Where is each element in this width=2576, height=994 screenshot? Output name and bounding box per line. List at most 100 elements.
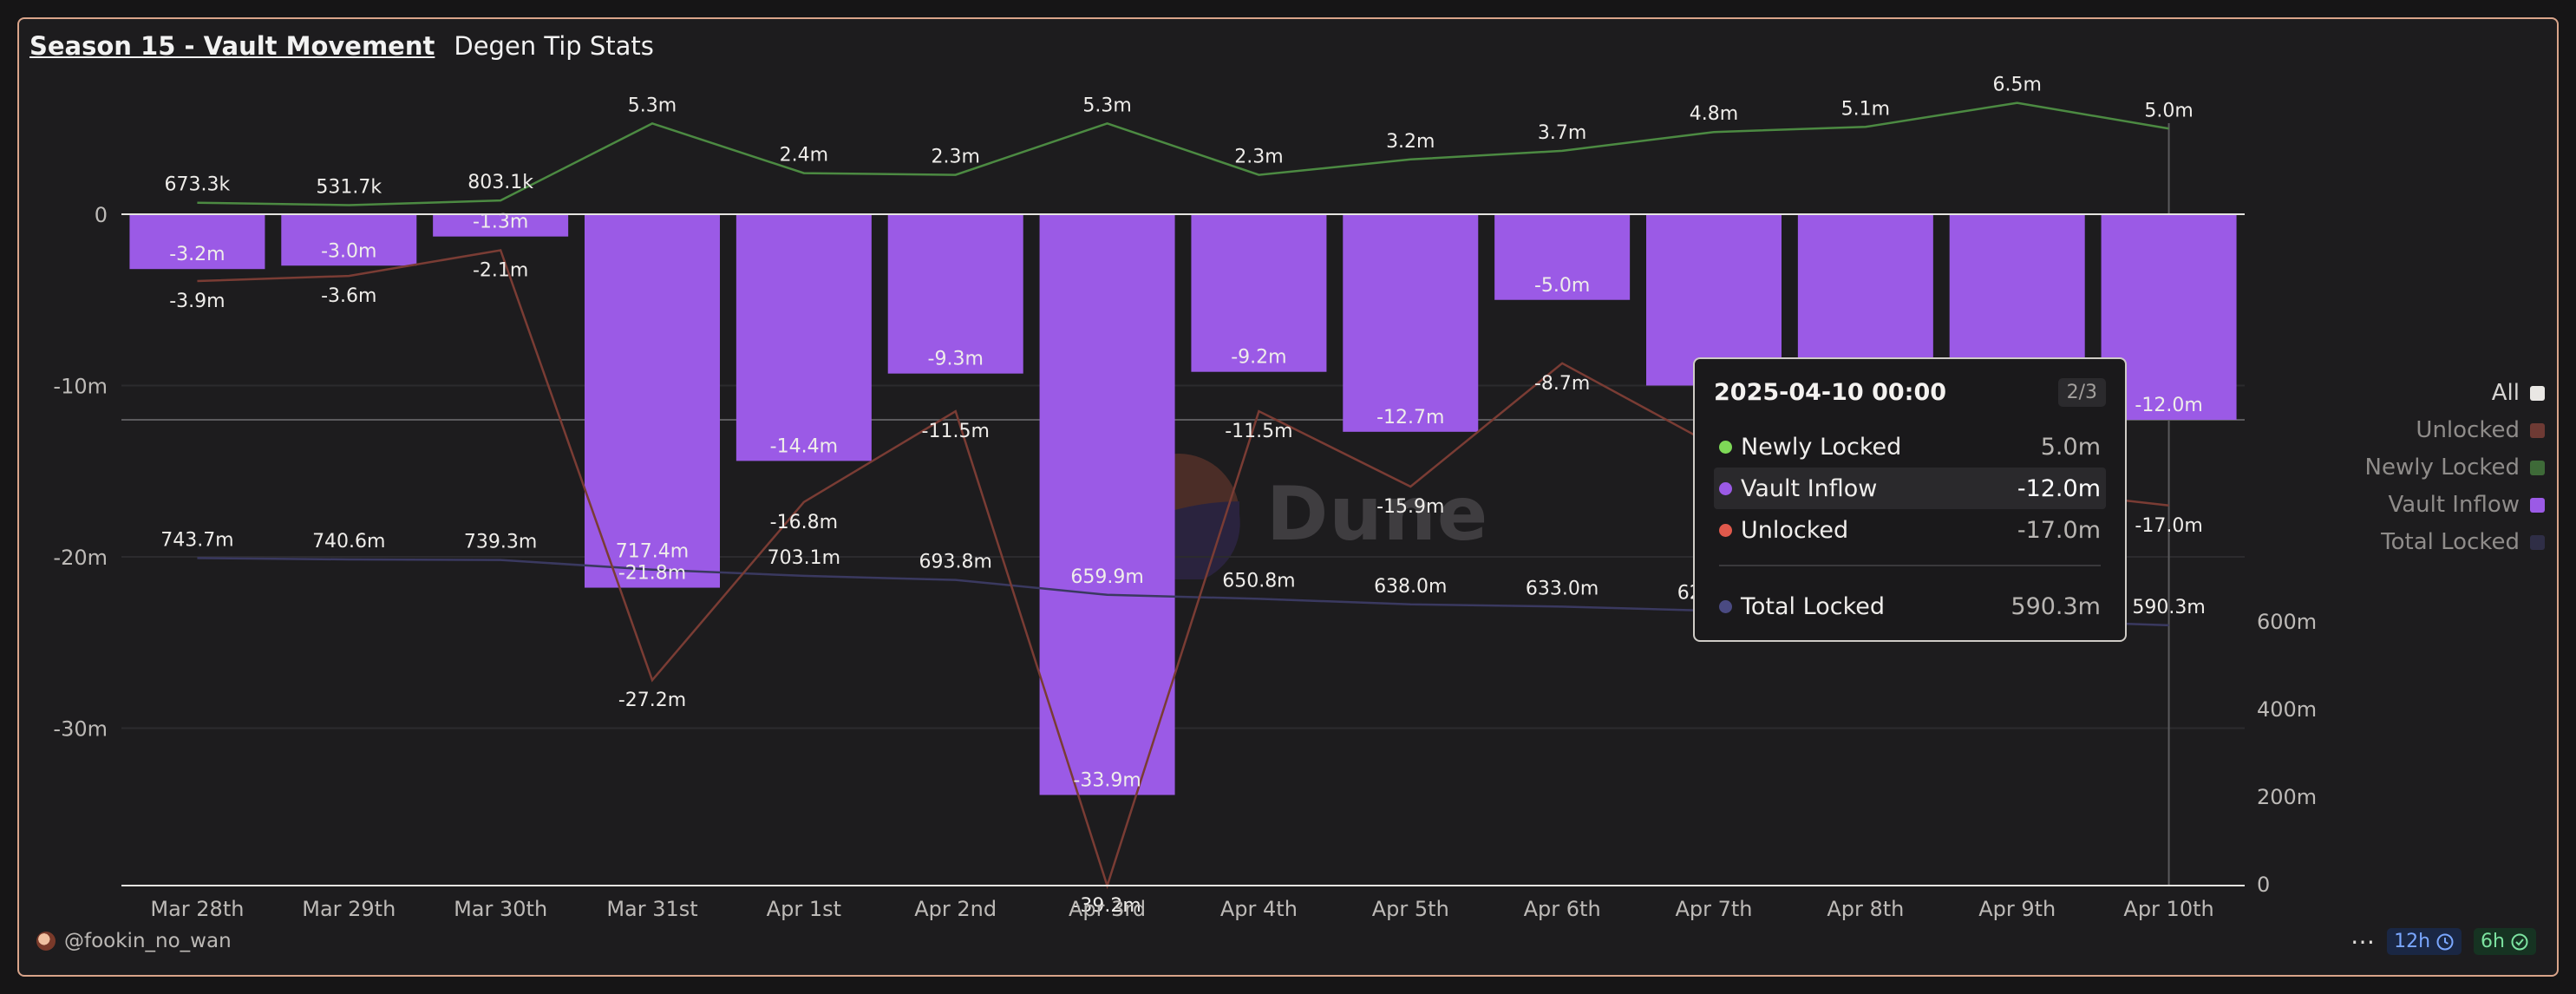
- bar-data-label: -3.2m: [169, 244, 225, 265]
- unlocked-data-label: -8.7m: [1534, 373, 1590, 395]
- newly-locked-data-label: 5.3m: [628, 95, 677, 116]
- last-run-label: 6h: [2481, 931, 2505, 952]
- chart-panel: [17, 17, 2559, 977]
- newly-locked-data-label: 531.7k: [316, 176, 382, 198]
- left-axis-tick-label: -30m: [53, 717, 108, 742]
- bar-data-label: -21.8m: [618, 563, 686, 585]
- avatar: [36, 932, 56, 951]
- bar: [585, 214, 720, 588]
- unlocked-data-label: -11.5m: [922, 421, 990, 442]
- refresh-schedule-badge[interactable]: 12h: [2387, 928, 2462, 955]
- tooltip-label: Newly Locked: [1741, 433, 1902, 461]
- total-locked-data-label: 740.6m: [312, 531, 385, 553]
- legend-item[interactable]: Newly Locked: [2365, 454, 2545, 481]
- bar-data-label: -12.7m: [1376, 407, 1444, 428]
- last-run-badge[interactable]: 6h: [2474, 928, 2536, 955]
- left-axis-tick-label: 0: [95, 203, 108, 227]
- bar-data-label: -33.9m: [1073, 770, 1141, 792]
- series-dot-icon: [1719, 523, 1732, 537]
- right-axis-tick-label: 0: [2257, 873, 2270, 897]
- x-axis-tick-label: Apr 3rd: [1069, 897, 1146, 921]
- x-axis-tick-label: Apr 5th: [1372, 897, 1449, 921]
- tooltip-page[interactable]: 2/3: [2057, 378, 2106, 407]
- check-circle-icon: [2511, 933, 2528, 950]
- axes: 0 -10m -20m -30m 0 200m 400m 600m Mar 28th Mar 29…: [53, 203, 2317, 921]
- newly-locked-data-label: 2.3m: [932, 147, 980, 168]
- bar: [433, 214, 569, 237]
- total-locked-data-label: 717.4m: [616, 541, 689, 563]
- chart-header: Season 15 - Vault Movement Degen Tip Sta…: [29, 31, 654, 61]
- x-axis-tick-label: Apr 7th: [1675, 897, 1752, 921]
- right-axis-tick-label: 400m: [2257, 697, 2317, 722]
- more-options-button[interactable]: ⋯: [2350, 926, 2376, 956]
- tooltip-row: Newly Locked 5.0m: [1714, 426, 2106, 468]
- tooltip-value: 590.3m: [2010, 592, 2101, 620]
- series-dot-icon: [1719, 440, 1732, 454]
- bar: [1039, 214, 1175, 795]
- tooltip-row-total-locked: Total Locked 590.3m: [1714, 585, 2106, 627]
- legend-swatch-icon: [2530, 460, 2545, 475]
- tooltip-divider: [1719, 565, 2101, 566]
- bar: [281, 214, 417, 266]
- newly-locked-data-label: 5.3m: [1082, 95, 1131, 116]
- watermark-text: Dune: [1266, 471, 1489, 558]
- x-axis-tick-label: Apr 10th: [2123, 897, 2213, 921]
- legend-item[interactable]: Total Locked: [2381, 529, 2545, 555]
- newly-locked-data-label: 6.5m: [1993, 75, 2042, 96]
- bar-data-label: -12.0m: [2135, 395, 2202, 416]
- unlocked-data-label: -15.9m: [1376, 496, 1444, 518]
- tooltip-value: -12.0m: [2017, 474, 2101, 502]
- bar-data-label: -14.4m: [770, 435, 838, 457]
- total-locked-data-label: 590.3m: [2132, 597, 2205, 618]
- bar-data-label: -9.3m: [928, 349, 984, 370]
- unlocked-data-label: -2.1m: [473, 259, 528, 281]
- tooltip-date: 2025-04-10 00:00: [1714, 379, 1947, 406]
- legend-item[interactable]: All: [2492, 380, 2545, 406]
- right-axis-tick-label: 200m: [2257, 785, 2317, 809]
- legend-label: Total Locked: [2381, 529, 2520, 555]
- total-locked-data-label: 739.3m: [464, 532, 537, 553]
- x-axis-tick-label: Apr 2nd: [914, 897, 997, 921]
- newly-locked-data-label: 5.1m: [1841, 98, 1890, 120]
- unlocked-data-label: -11.5m: [1225, 421, 1292, 442]
- clock-icon: [2436, 933, 2454, 950]
- total-locked-data-label: 638.0m: [1374, 576, 1447, 598]
- chart-legend: All Unlocked Newly Locked Vault Inflow Total…: [2365, 380, 2545, 555]
- legend-label: Vault Inflow: [2388, 492, 2520, 518]
- tooltip-label: Total Locked: [1741, 592, 1885, 620]
- x-axis-tick-label: Mar 29th: [302, 897, 396, 921]
- bar-series: [129, 214, 2237, 795]
- newly-locked-data-label: 803.1k: [467, 172, 533, 193]
- tooltip-label: Unlocked: [1741, 516, 1849, 544]
- total-locked-data-label: 633.0m: [1526, 578, 1599, 599]
- unlocked-data-label: -27.2m: [618, 690, 686, 711]
- x-axis-tick-label: Mar 30th: [454, 897, 547, 921]
- unlocked-data-label: -39.2m: [1073, 895, 1141, 917]
- bar: [887, 214, 1023, 374]
- legend-item[interactable]: Unlocked: [2416, 417, 2545, 443]
- total-locked-data-label: 703.1m: [768, 547, 840, 569]
- x-axis-tick-label: Apr 1st: [767, 897, 841, 921]
- x-axis-tick-label: Apr 4th: [1220, 897, 1298, 921]
- legend-item[interactable]: Vault Inflow: [2388, 492, 2545, 518]
- bar: [1646, 214, 1782, 386]
- legend-label: Unlocked: [2416, 417, 2520, 443]
- newly-locked-data-label: 3.7m: [1538, 122, 1586, 144]
- query-title-link[interactable]: Season 15 - Vault Movement: [29, 31, 435, 61]
- legend-swatch-icon: [2530, 385, 2545, 401]
- tooltip-row: Unlocked -17.0m: [1714, 509, 2106, 551]
- legend-swatch-icon: [2530, 534, 2545, 550]
- newly-locked-data-label: 2.4m: [780, 145, 828, 167]
- x-axis-tick-label: Apr 8th: [1827, 897, 1904, 921]
- legend-swatch-icon: [2530, 422, 2545, 438]
- tooltip-label: Vault Inflow: [1741, 474, 1878, 502]
- bar-data-label: -5.0m: [1534, 275, 1590, 297]
- newly-locked-data-label: 5.0m: [2144, 100, 2193, 121]
- bar: [736, 214, 872, 461]
- newly-locked-data-label: 4.8m: [1690, 103, 1738, 125]
- legend-swatch-icon: [2530, 497, 2545, 513]
- query-author[interactable]: @fookin_no_wan: [36, 930, 232, 952]
- unlocked-data-label: -3.6m: [321, 285, 376, 307]
- x-axis-tick-label: Mar 31st: [606, 897, 697, 921]
- series-line: [197, 101, 2169, 206]
